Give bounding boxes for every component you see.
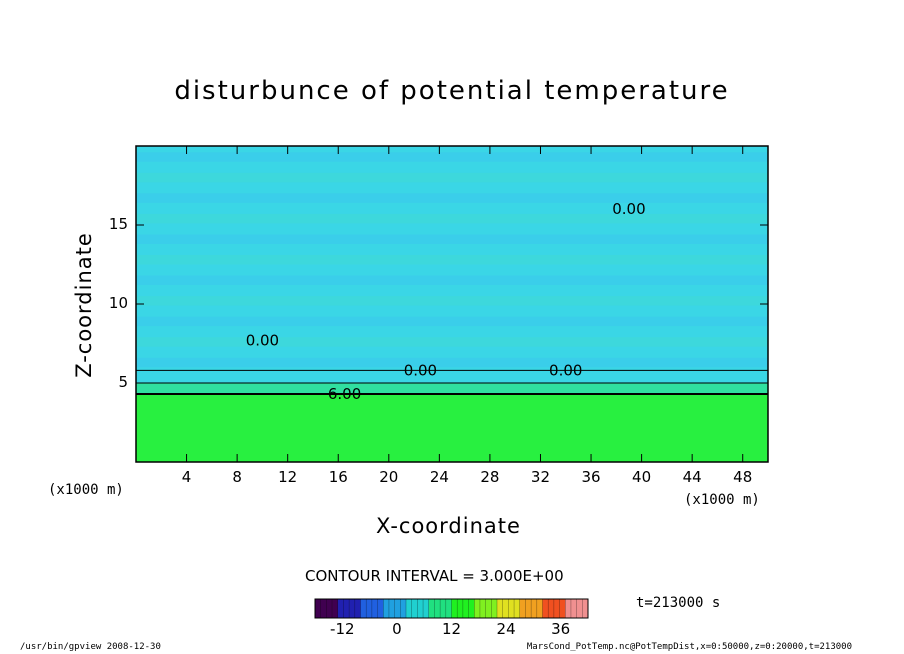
colorbar-tick-label: 0 [392,620,402,638]
colorbar-cell [428,599,435,618]
colorbar-cell [582,599,589,618]
colorbar-cell [536,599,543,618]
colorbar-tick-label: 24 [496,620,516,638]
colorbar-cell [434,599,441,618]
texture-band [136,172,768,183]
colorbar-cell [457,599,464,618]
x-tick-label: 44 [682,468,702,486]
colorbar-cell [320,599,327,618]
region-0 [136,394,768,462]
x-tick-label: 40 [632,468,652,486]
colorbar-tick-label: 36 [551,620,571,638]
colorbar-cell [462,599,469,618]
colorbar-cell [508,599,515,618]
colorbar-cell [366,599,373,618]
x-tick-label: 48 [733,468,753,486]
contour-label-0: 0.00 [612,200,645,218]
colorbar-cell [411,599,418,618]
colorbar-cell [445,599,452,618]
x-tick-label: 8 [232,468,242,486]
colorbar-cell [491,599,498,618]
footer-left: /usr/bin/gpview 2008-12-30 [20,642,161,652]
x-unit-left: (x1000 m) [48,482,124,498]
colorbar-cell [559,599,566,618]
colorbar-cell [519,599,526,618]
texture-band [136,337,768,347]
texture-band [136,255,768,265]
y-tick-label: 10 [108,294,128,312]
y-axis-label: Z-coordinate [72,232,96,378]
colorbar-cell [440,599,447,618]
x-unit-right: (x1000 m) [684,492,760,508]
colorbar-tick-label: -12 [330,620,355,638]
colorbar-cell [565,599,572,618]
colorbar-cell [417,599,424,618]
colorbar-cell [337,599,344,618]
x-tick-label: 28 [480,468,500,486]
x-tick-label: 12 [278,468,298,486]
colorbar-cell [388,599,395,618]
colorbar-cell [514,599,521,618]
colorbar-cell [383,599,390,618]
colorbar-cell [400,599,407,618]
y-tick-label: 15 [108,215,128,233]
time-label: t=213000 s [636,595,721,611]
colorbar-cell [502,599,509,618]
colorbar-cell [394,599,401,618]
y-tick-label: 5 [118,373,128,391]
texture-band [136,152,768,162]
colorbar-cell [332,599,339,618]
texture-band [136,234,768,244]
colorbar-cell [315,599,321,618]
colorbar-cell [576,599,583,618]
colorbar-cell [343,599,350,618]
colorbar-cell [354,599,361,618]
x-axis-label: X-coordinate [376,514,521,538]
colorbar-cell [451,599,458,618]
contour-label-2: 0.00 [404,361,437,379]
colorbar-cell [468,599,475,618]
x-tick-label: 4 [181,468,192,486]
region-1 [136,383,768,395]
x-tick-label: 32 [530,468,551,486]
colorbar-cell [371,599,378,618]
texture-band [136,275,768,286]
colorbar-cell [570,599,577,618]
texture-band [136,316,768,327]
x-tick-label: 16 [328,468,348,486]
contour-label-3: 0.00 [549,361,582,379]
colorbar-cell [377,599,384,618]
colorbar-cell [525,599,532,618]
colorbar-cell [360,599,367,618]
contour-interval-text: CONTOUR INTERVAL = 3.000E+00 [305,567,564,585]
colorbar-cell [479,599,486,618]
x-tick-label: 24 [429,468,449,486]
colorbar-cell [531,599,538,618]
colorbar-cell [497,599,503,618]
colorbar-cell [553,599,560,618]
colorbar-cell [474,599,481,618]
region-2 [136,146,768,383]
colorbar-cell [548,599,555,618]
colorbar-cell [423,599,430,618]
colorbar-cell [326,599,333,618]
chart-title: disturbunce of potential temperature [174,76,730,106]
texture-band [136,213,768,224]
contour-label-4: 6.00 [328,385,361,403]
colorbar-cell [349,599,356,618]
colorbar-cell [485,599,492,618]
footer-right: MarsCond_PotTemp.nc@PotTempDist,x=0:5000… [526,642,852,652]
x-tick-label: 36 [581,468,601,486]
colorbar-cell [406,599,412,618]
texture-band [136,193,768,203]
colorbar-tick-label: 12 [441,620,462,638]
x-tick-label: 20 [379,468,399,486]
colorbar-frame [314,598,589,619]
texture-band [136,296,768,306]
texture-band [136,357,768,368]
contour-label-1: 0.00 [246,331,279,349]
colorbar-cell [542,599,549,618]
